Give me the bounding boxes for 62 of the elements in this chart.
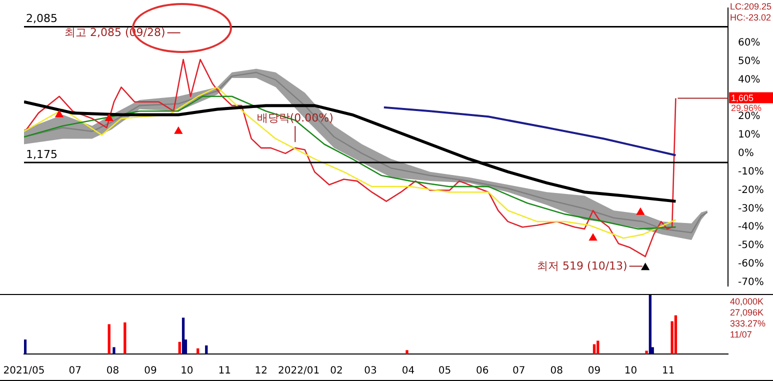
x-tick-label: 05 [438,366,452,377]
x-tick-label: 10 [624,366,638,377]
y-tick-label: 40% [738,74,760,86]
x-tick-label: 09 [588,366,601,377]
x-tick-label: 11 [662,366,675,377]
text: 27,096K [730,307,764,318]
x-tick-label: 07 [512,366,526,377]
bar [182,318,185,354]
point [55,110,64,118]
annotation: 1,175 [26,148,58,161]
point [174,126,182,134]
bar [108,324,110,354]
bar [648,295,652,354]
y-tick-label: 20% [738,111,760,122]
bar [674,315,678,354]
x-tick-label: 06 [476,366,489,377]
x-tick-label: 12 [254,366,268,377]
bar [592,344,596,354]
bar [645,350,648,354]
y-tick-label: -60% [738,258,764,270]
bar [124,322,126,354]
text: LC:209.25 [730,1,772,12]
point [105,114,114,121]
annotation: 1,605 [731,92,754,103]
bar [196,348,200,354]
x-tick-label: 11 [218,366,231,377]
bar [178,342,181,354]
text: HC:-23.02 [730,12,772,22]
y-tick-label: -70% [738,276,764,288]
text: 40,000K [730,296,764,306]
y-tick-label: -40% [738,222,764,233]
x-tick-label: 10 [180,366,194,377]
bar [406,350,408,354]
bar [112,347,116,354]
x-tick-label: 08 [550,366,563,377]
text: 11/07 [730,329,752,340]
y-tick-label: -20% [738,184,764,196]
bar [24,340,27,354]
x-tick-label: 08 [106,366,120,377]
point [636,208,644,215]
x-tick-label: 02 [330,366,343,377]
y-tick-label: -10% [738,166,764,178]
x-tick-label: 07 [68,366,82,377]
x-tick-label: 04 [402,366,415,377]
x-tick-label: 2021/05 [3,366,45,377]
y-tick-label: 50% [738,56,760,67]
x-tick-label: 03 [364,366,377,377]
x-tick-label: 09 [144,366,157,377]
x-tick-label: 2022/01 [278,366,320,377]
annotation: 최저 519 (10/13) [537,260,628,273]
y-tick-label: -50% [738,240,764,252]
y-tick-label: 0% [738,148,754,160]
y-tick-label: 60% [738,38,760,49]
text: 333.27% [730,318,766,328]
point [641,263,650,270]
y-tick-label: 10% [738,130,760,141]
point [589,234,597,241]
bar [596,340,600,354]
bar [205,345,208,354]
y-tick-label: -30% [738,203,764,214]
annotation: 2,085 [26,12,58,26]
annotation: 29.96% [731,102,762,113]
